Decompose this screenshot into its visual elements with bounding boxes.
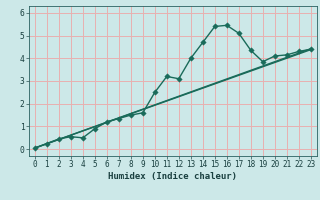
X-axis label: Humidex (Indice chaleur): Humidex (Indice chaleur): [108, 172, 237, 181]
